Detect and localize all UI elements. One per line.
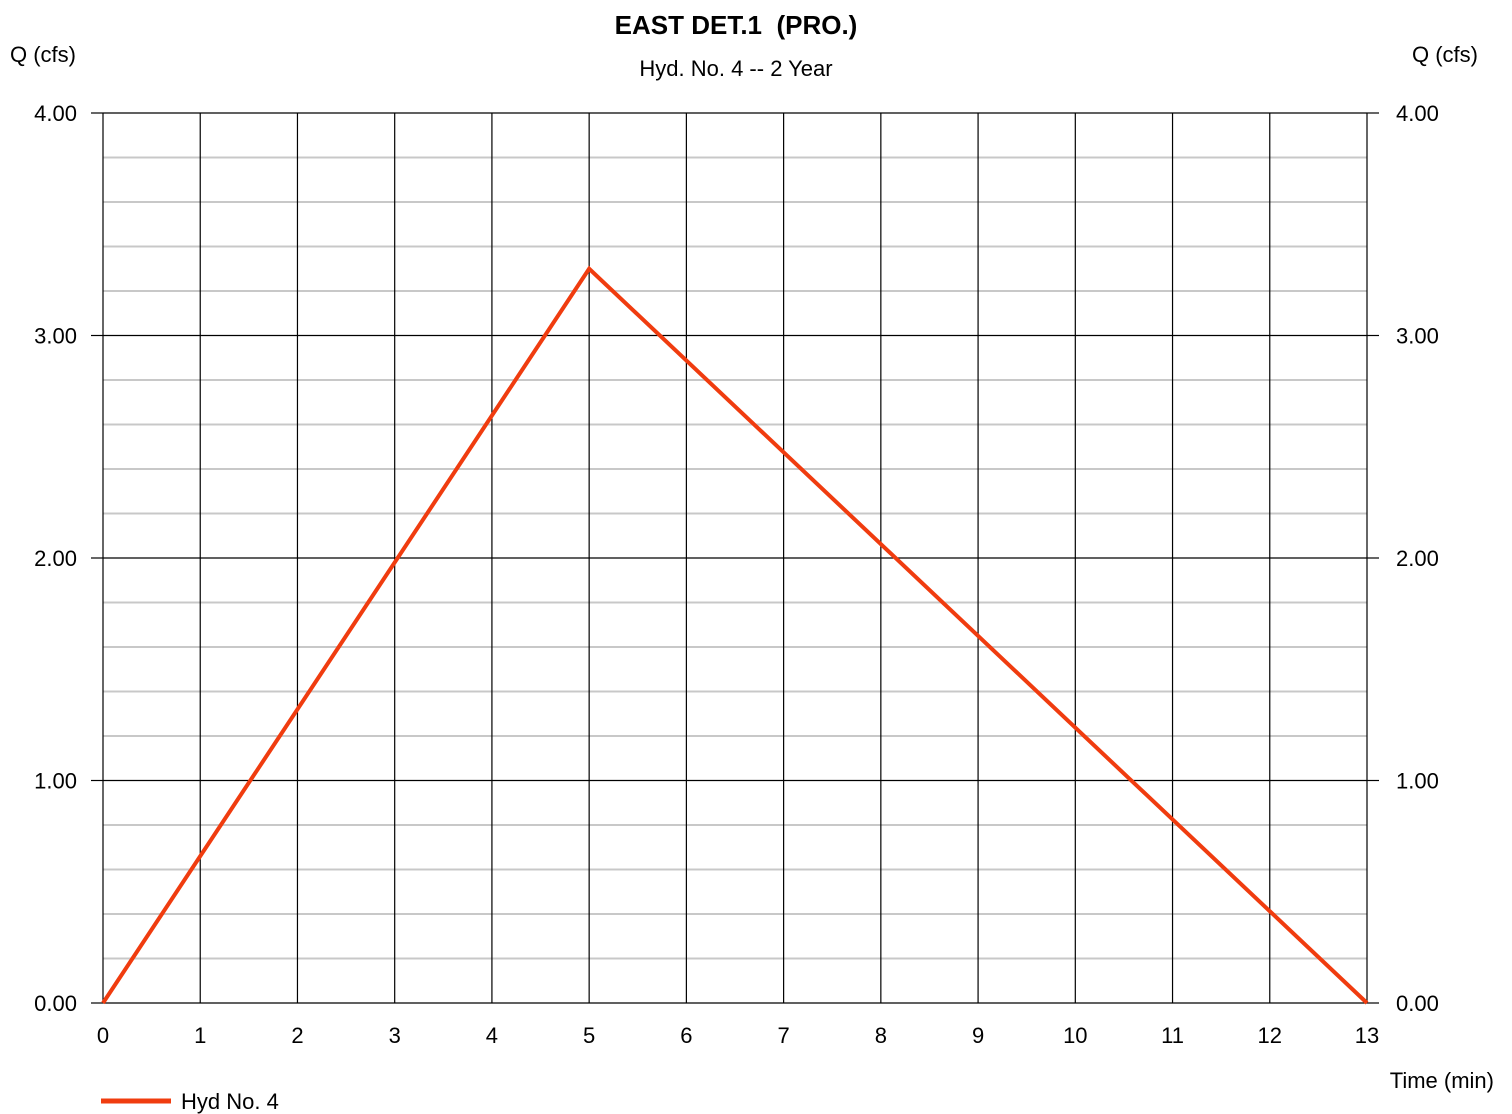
minor-grid bbox=[103, 156, 1367, 960]
x-tick-label: 0 bbox=[97, 1023, 109, 1048]
y-axis-label-right: Q (cfs) bbox=[1412, 42, 1478, 67]
y-tick-label-right: 3.00 bbox=[1396, 324, 1439, 349]
x-axis-label: Time (min) bbox=[1390, 1068, 1494, 1093]
y-tick-label-left: 2.00 bbox=[34, 546, 77, 571]
x-tick-label: 10 bbox=[1063, 1023, 1087, 1048]
x-tick-label: 7 bbox=[777, 1023, 789, 1048]
legend: Hyd No. 4 bbox=[101, 1089, 279, 1114]
x-tick-label: 4 bbox=[486, 1023, 498, 1048]
chart-subtitle: Hyd. No. 4 -- 2 Year bbox=[639, 56, 832, 81]
series-line-hyd-no-4 bbox=[101, 265, 1369, 1005]
x-tick-label: 1 bbox=[194, 1023, 206, 1048]
y-tick-label-left: 0.00 bbox=[34, 991, 77, 1016]
chart-title: EAST DET.1 (PRO.) bbox=[615, 10, 858, 40]
y-tick-label-left: 4.00 bbox=[34, 101, 77, 126]
legend-label: Hyd No. 4 bbox=[181, 1089, 279, 1114]
x-tick-label: 11 bbox=[1161, 1023, 1184, 1048]
x-tick-label: 9 bbox=[972, 1023, 984, 1048]
tick-labels: 0.00 0.00 1.00 1.00 2.00 2.00 3.00 3.00 4.00 4.00… bbox=[34, 101, 1439, 1048]
y-tick-label-right: 4.00 bbox=[1396, 101, 1439, 126]
x-tick-label: 3 bbox=[389, 1023, 401, 1048]
x-tick-label: 12 bbox=[1258, 1023, 1282, 1048]
x-tick-label: 6 bbox=[680, 1023, 692, 1048]
y-tick-label-right: 2.00 bbox=[1396, 546, 1439, 571]
x-tick-label: 2 bbox=[291, 1023, 303, 1048]
axis-ticks bbox=[91, 112, 1379, 1004]
series-layer bbox=[101, 265, 1369, 1005]
y-tick-label-right: 0.00 bbox=[1396, 991, 1439, 1016]
x-tick-label: 8 bbox=[875, 1023, 887, 1048]
y-tick-label-right: 1.00 bbox=[1396, 769, 1439, 794]
y-axis-label-left: Q (cfs) bbox=[10, 42, 76, 67]
y-tick-label-left: 1.00 bbox=[34, 769, 77, 794]
x-tick-label: 13 bbox=[1355, 1023, 1379, 1048]
x-tick-label: 5 bbox=[583, 1023, 595, 1048]
y-tick-label-left: 3.00 bbox=[34, 324, 77, 349]
